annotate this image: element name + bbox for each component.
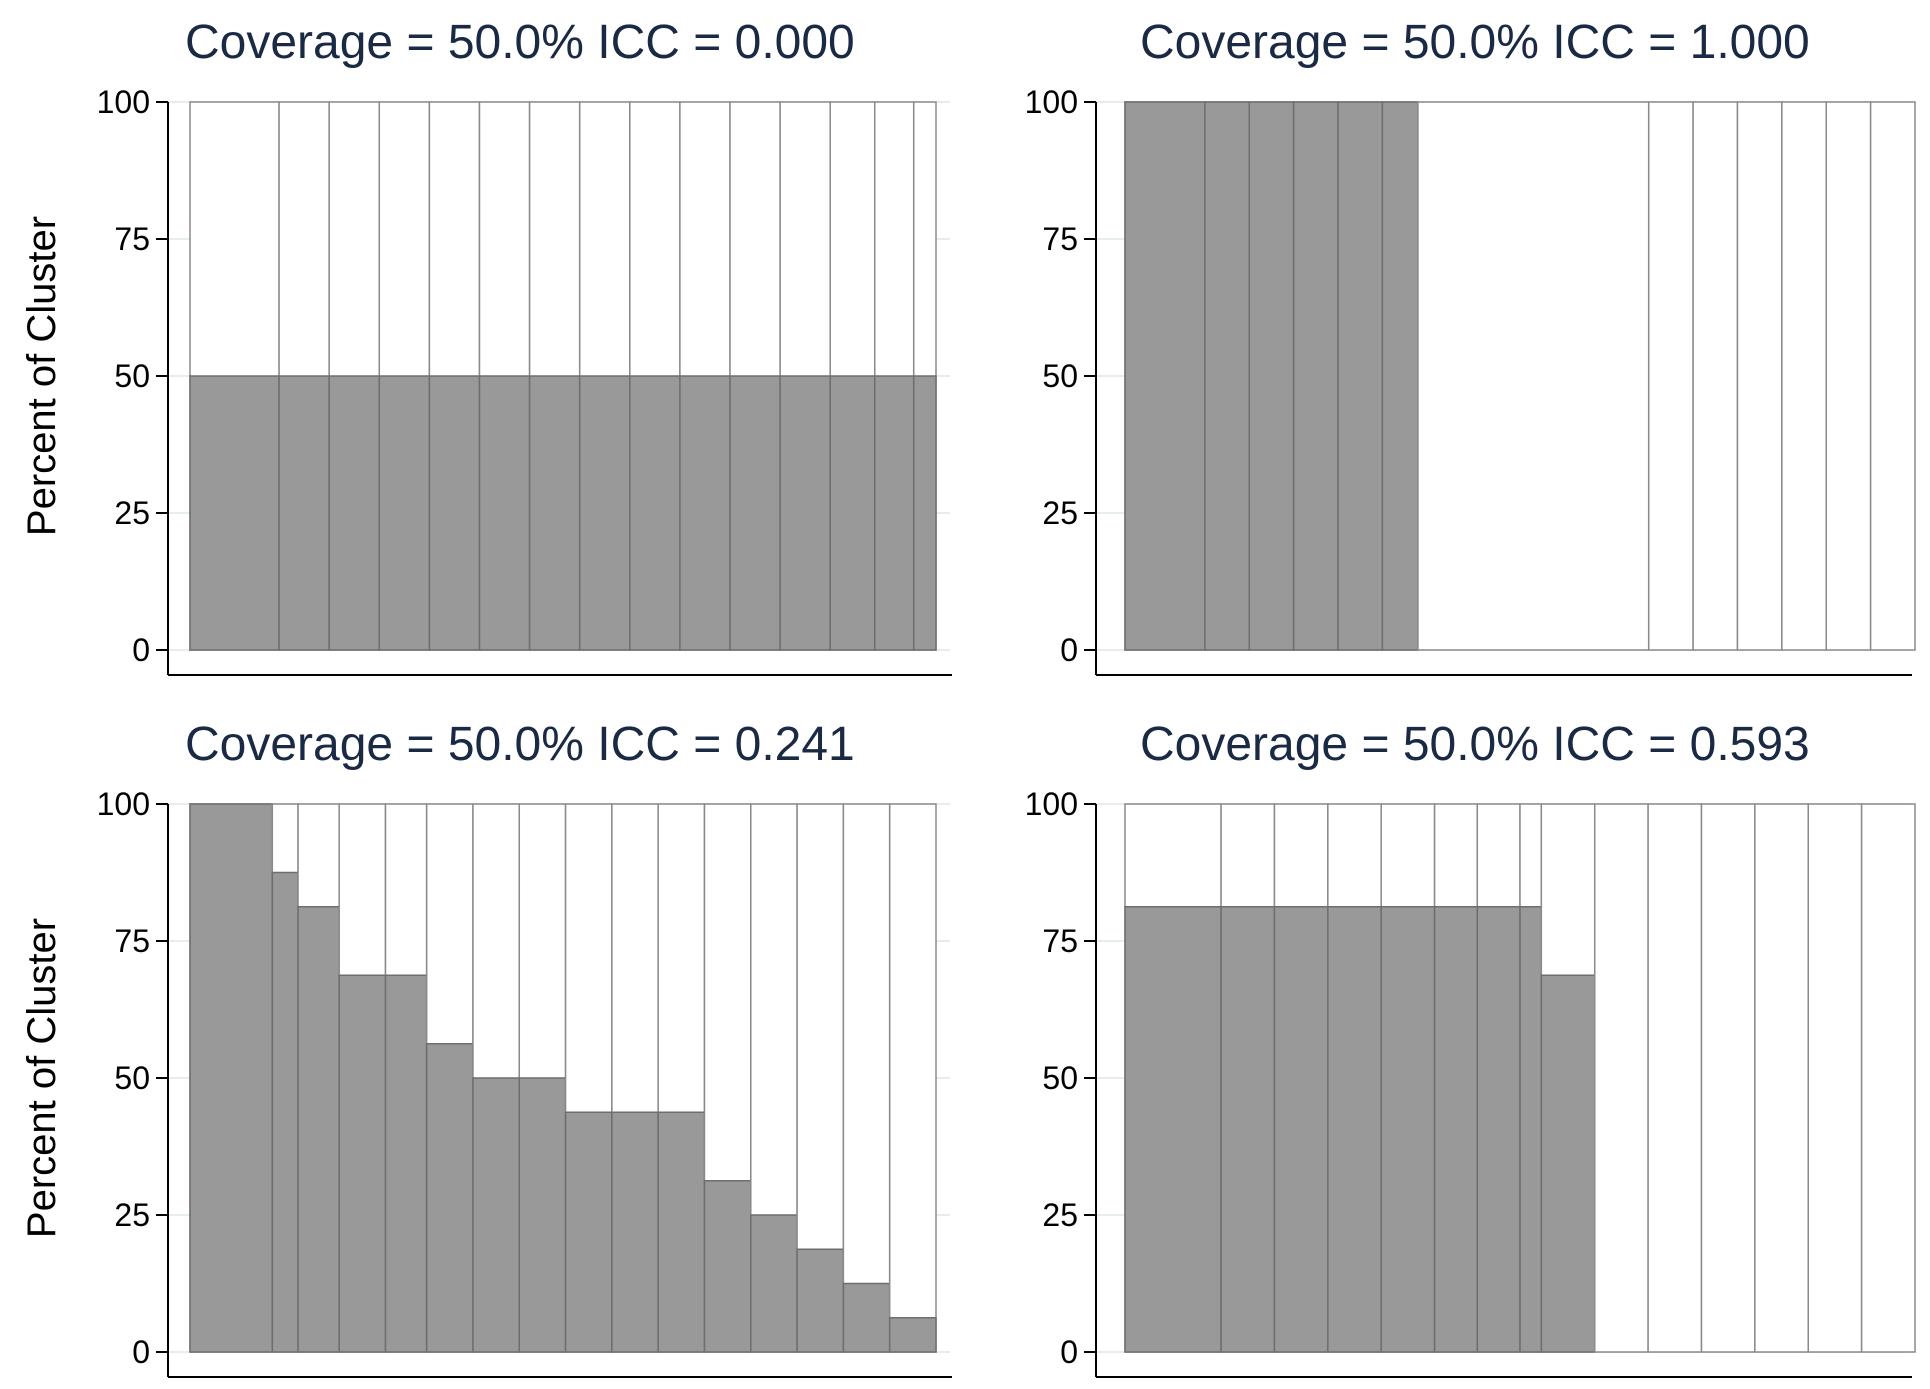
y-tick-label: 0 <box>132 1334 150 1370</box>
y-tick-label: 25 <box>1042 1197 1078 1233</box>
cluster-bar-filled <box>1337 101 1384 651</box>
panel-title: Coverage = 50.0% ICC = 0.593 <box>1140 718 1810 771</box>
y-tick-label: 50 <box>1042 1060 1078 1096</box>
panel-title: Coverage = 50.0% ICC = 0.241 <box>185 718 855 771</box>
cluster-bar-empty <box>1692 101 1739 651</box>
y-tick-label: 50 <box>1042 358 1078 394</box>
cluster-bar-filled <box>297 906 340 1353</box>
cluster-bar-empty <box>1781 101 1827 651</box>
cluster-bar-filled <box>1381 101 1419 651</box>
y-tick-label: 75 <box>1042 221 1078 257</box>
y-tick-label: 50 <box>114 1060 150 1096</box>
cluster-bar-filled <box>478 375 531 651</box>
cluster-bar-filled <box>528 375 581 651</box>
cluster-bar-filled <box>472 1077 521 1353</box>
cluster-bar-empty <box>1807 803 1863 1353</box>
cluster-bar-empty <box>1860 803 1916 1353</box>
cluster-bar-filled <box>1540 974 1596 1353</box>
cluster-bar-filled <box>796 1248 845 1353</box>
panel-1: 0 25 50 75 100 Coverage = 50.0% ICC = 0.000 Pe… <box>20 16 952 676</box>
cluster-bar-empty <box>1647 803 1703 1353</box>
cluster-bar-filled <box>888 1317 937 1353</box>
y-tick-label: 50 <box>114 358 150 394</box>
y-tick-label: 75 <box>114 221 150 257</box>
cluster-bar-empty <box>1754 803 1809 1353</box>
y-axis-label: Percent of Cluster <box>20 918 64 1238</box>
cluster-bar-empty <box>1700 803 1756 1353</box>
cluster-bar-filled <box>779 375 831 651</box>
y-tick-label: 100 <box>97 84 150 120</box>
y-tick-label: 0 <box>1060 632 1078 668</box>
cluster-bar-filled <box>1433 906 1479 1353</box>
y-tick-label: 100 <box>97 786 150 822</box>
cluster-bar-filled <box>1292 101 1339 651</box>
y-tick-label: 0 <box>1060 1334 1078 1370</box>
cluster-bar-empty <box>1869 101 1916 651</box>
cluster-bar-filled <box>428 375 481 651</box>
cluster-bar-filled <box>729 375 781 651</box>
panel-4: 0 25 50 75 100 Coverage = 50.0% ICC = 0.593 <box>1025 718 1916 1378</box>
cluster-bar-filled <box>1124 906 1222 1353</box>
cluster-bar-filled <box>189 375 280 651</box>
y-tick-label: 25 <box>114 495 150 531</box>
cluster-bar-filled <box>750 1214 798 1353</box>
cluster-bar-filled <box>679 375 731 651</box>
y-axis-label: Percent of Cluster <box>20 216 64 536</box>
cluster-bar-filled <box>1476 906 1521 1353</box>
cluster-bar-filled <box>278 375 330 651</box>
cluster-bar-filled <box>1327 906 1382 1353</box>
cluster-bar-filled <box>1220 906 1276 1353</box>
cluster-bar-filled <box>842 1282 891 1353</box>
cluster-bar-filled <box>874 375 915 651</box>
cluster-bar-filled <box>1273 906 1329 1353</box>
y-tick-label: 0 <box>132 632 150 668</box>
cluster-bar-empty <box>1736 101 1783 651</box>
y-tick-label: 75 <box>114 923 150 959</box>
cluster-bar-filled <box>657 1111 706 1353</box>
cluster-bar-filled <box>564 1111 613 1353</box>
cluster-bar-filled <box>384 974 428 1353</box>
y-tick-label: 100 <box>1025 84 1078 120</box>
y-tick-label: 100 <box>1025 786 1078 822</box>
panel-2: 0 25 50 75 100 Coverage = 50.0% ICC = 1.000 <box>1025 16 1916 676</box>
cluster-bar-filled <box>518 1077 567 1353</box>
cluster-bar-empty <box>842 803 891 1353</box>
cluster-bar-filled <box>271 871 299 1353</box>
cluster-bar-empty <box>1593 803 1649 1353</box>
cluster-bar-filled <box>378 375 431 651</box>
y-tick-label: 25 <box>1042 495 1078 531</box>
cluster-bar-filled <box>829 375 876 651</box>
y-tick-label: 25 <box>114 1197 150 1233</box>
cluster-bar-filled <box>425 1043 474 1353</box>
cluster-bar-empty <box>1825 101 1872 651</box>
cluster-bar-empty <box>888 803 937 1353</box>
cluster-bar-filled <box>629 375 681 651</box>
cluster-bar-filled <box>328 375 381 651</box>
cluster-bar-filled <box>912 375 937 651</box>
cluster-bar-filled <box>1380 906 1436 1353</box>
panel-title: Coverage = 50.0% ICC = 0.000 <box>185 16 855 69</box>
cluster-bar-empty <box>1647 101 1694 651</box>
panel-title: Coverage = 50.0% ICC = 1.000 <box>1140 16 1810 69</box>
cluster-bar-empty <box>1417 101 1650 651</box>
cluster-bar-filled <box>703 1180 752 1353</box>
cluster-bar-filled <box>338 974 387 1353</box>
cluster-bar-filled <box>1519 906 1543 1353</box>
cluster-bar-filled <box>578 375 631 651</box>
panel-3: 0 25 50 75 100 Coverage = 50.0% ICC = 0.241 Pe… <box>20 718 952 1378</box>
cluster-bar-filled <box>611 1111 659 1353</box>
cluster-bar-filled <box>189 803 274 1353</box>
cluster-bar-filled <box>1248 101 1295 651</box>
y-tick-label: 75 <box>1042 923 1078 959</box>
cluster-bar-filled <box>1204 101 1251 651</box>
cluster-bar-filled <box>1124 101 1206 651</box>
